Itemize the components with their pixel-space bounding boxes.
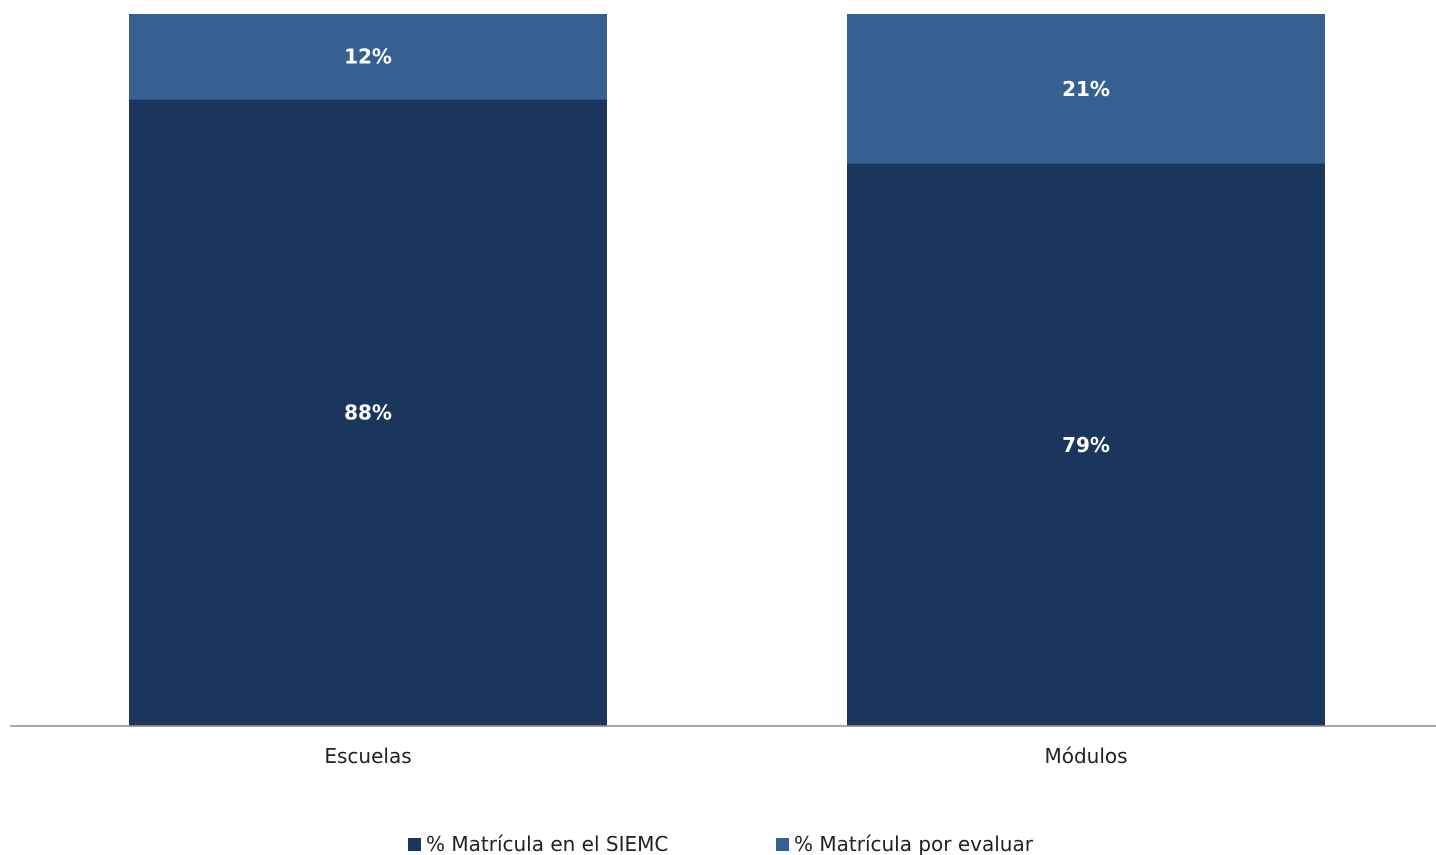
data-label: 21%	[1062, 77, 1110, 101]
bar-segment-escuelas-series-2	[129, 14, 607, 100]
legend-swatch	[776, 838, 789, 851]
data-label: 88%	[344, 401, 392, 425]
bar-segment-escuelas-series-1	[129, 99, 607, 726]
x-tick-labels-group: Escuelas Módulos	[324, 744, 1127, 768]
bar-segment-modulos-series-2	[847, 14, 1325, 164]
legend-label: % Matrícula por evaluar	[794, 832, 1034, 855]
bar-segment-modulos-series-1	[847, 163, 1325, 726]
data-labels-group: 88% 12% 79% 21%	[344, 45, 1110, 457]
bars-group	[129, 14, 1325, 726]
legend-swatch	[408, 838, 421, 851]
data-label: 79%	[1062, 433, 1110, 457]
x-tick-label: Escuelas	[324, 744, 411, 768]
x-tick-label: Módulos	[1044, 744, 1127, 768]
legend-label: % Matrícula en el SIEMC	[426, 832, 668, 855]
data-label: 12%	[344, 45, 392, 69]
legend: % Matrícula en el SIEMC % Matrícula por e…	[408, 832, 1034, 855]
